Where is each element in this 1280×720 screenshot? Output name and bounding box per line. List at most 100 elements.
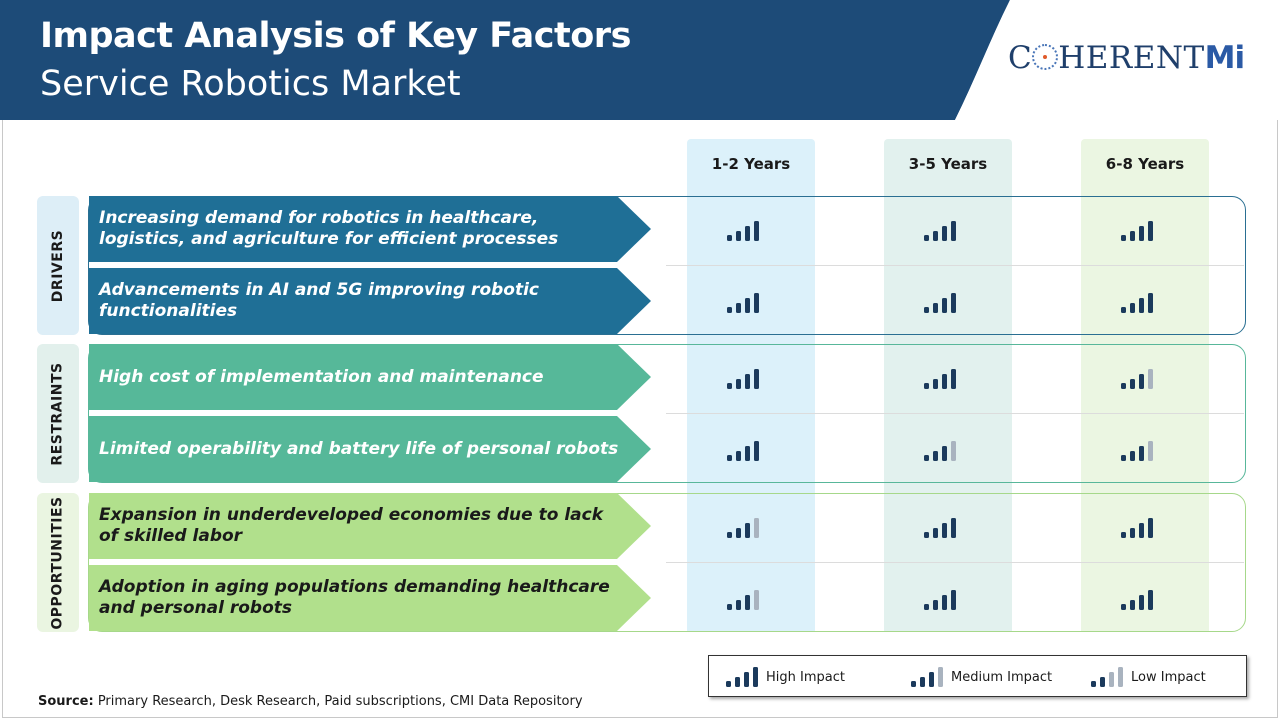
signal-bar (1139, 523, 1144, 538)
impact-cell-medium (687, 511, 815, 547)
signal-high-icon (727, 221, 759, 241)
signal-bar (942, 298, 947, 313)
signal-bar (1130, 451, 1135, 461)
group-label-drivers: DRIVERS (37, 196, 79, 335)
signal-medium-icon (727, 518, 759, 538)
signal-bar (1139, 446, 1144, 461)
legend-item-high: High Impact (724, 656, 845, 698)
row-divider (666, 265, 1244, 266)
impact-cell-medium (1081, 362, 1209, 398)
signal-high-icon (727, 441, 759, 461)
signal-bar (727, 604, 732, 610)
signal-bar (736, 231, 741, 241)
signal-bar (924, 532, 929, 538)
signal-medium-icon (1121, 441, 1153, 461)
signal-bar (1139, 374, 1144, 389)
signal-bar (951, 518, 956, 538)
signal-bar (1130, 528, 1135, 538)
signal-bar (754, 441, 759, 461)
factor-row-6: Adoption in aging populations demanding … (89, 565, 651, 631)
signal-bar (1148, 518, 1153, 538)
signal-bar (736, 600, 741, 610)
column-band-6-8-years (1081, 188, 1209, 632)
signal-bar (951, 369, 956, 389)
signal-bar (1130, 600, 1135, 610)
signal-bar (1121, 307, 1126, 313)
impact-cell-high (884, 583, 1012, 619)
logo-letter: C (1008, 40, 1033, 76)
factor-label: Increasing demand for robotics in health… (99, 208, 559, 249)
signal-bar (942, 446, 947, 461)
column-header-1-2-years: 1-2 Years (687, 139, 815, 188)
signal-bar (1148, 369, 1153, 389)
signal-bar (727, 532, 732, 538)
signal-medium-icon (911, 667, 943, 687)
banner-shape (0, 0, 1280, 120)
signal-high-icon (727, 369, 759, 389)
signal-bar (942, 523, 947, 538)
signal-bar (736, 379, 741, 389)
signal-bar (1139, 226, 1144, 241)
signal-bar (753, 667, 758, 687)
signal-high-icon (924, 221, 956, 241)
factor-row-1: Increasing demand for robotics in health… (89, 196, 651, 262)
signal-bar (942, 226, 947, 241)
signal-high-icon (727, 293, 759, 313)
impact-cell-high (1081, 583, 1209, 619)
column-header-3-5-years: 3-5 Years (884, 139, 1012, 188)
impact-cell-high (884, 362, 1012, 398)
signal-bar (942, 374, 947, 389)
signal-high-icon (924, 293, 956, 313)
signal-bar (938, 667, 943, 687)
signal-bar (754, 369, 759, 389)
group-box-drivers (88, 196, 1246, 335)
signal-bar (1121, 235, 1126, 241)
impact-cell-high (687, 286, 815, 322)
signal-bar (924, 307, 929, 313)
signal-bar (951, 293, 956, 313)
signal-bar (1148, 221, 1153, 241)
logo-mi: Mi (1204, 40, 1245, 76)
signal-bar (924, 383, 929, 389)
signal-bar (951, 221, 956, 241)
signal-bar (1139, 595, 1144, 610)
signal-bar (736, 303, 741, 313)
impact-cell-high (1081, 511, 1209, 547)
logo-wordmark: HERENT (1058, 40, 1205, 76)
signal-bar (745, 298, 750, 313)
impact-cell-high (687, 434, 815, 470)
signal-bar (933, 528, 938, 538)
signal-bar (745, 523, 750, 538)
group-label-opportunities: OPPORTUNITIES (37, 493, 79, 632)
signal-bar (1139, 298, 1144, 313)
signal-bar (1130, 303, 1135, 313)
signal-bar (1121, 383, 1126, 389)
signal-high-icon (1121, 221, 1153, 241)
signal-bar (736, 451, 741, 461)
signal-bar (745, 374, 750, 389)
signal-bar (929, 672, 934, 687)
impact-cell-medium (884, 434, 1012, 470)
signal-bar (911, 681, 916, 687)
signal-bar (1118, 667, 1123, 687)
signal-bar (933, 303, 938, 313)
signal-bar (727, 307, 732, 313)
legend: High Impact Medium Impact Low Impact (708, 655, 1247, 697)
signal-bar (754, 293, 759, 313)
signal-bar (1121, 604, 1126, 610)
signal-bar (924, 604, 929, 610)
factor-row-5: Expansion in underdeveloped economies du… (89, 493, 651, 559)
signal-bar (1148, 293, 1153, 313)
impact-cell-high (884, 511, 1012, 547)
signal-high-icon (1121, 293, 1153, 313)
signal-high-icon (1121, 590, 1153, 610)
content-frame (2, 120, 1278, 718)
factor-label: Limited operability and battery life of … (99, 438, 619, 459)
page-title: Impact Analysis of Key Factors (40, 16, 631, 56)
factor-label: Advancements in AI and 5G improving robo… (99, 280, 539, 321)
signal-bar (942, 595, 947, 610)
impact-cell-medium (687, 583, 815, 619)
row-divider (666, 562, 1244, 563)
source-note: Source: Primary Research, Desk Research,… (38, 694, 583, 709)
signal-bar (726, 681, 731, 687)
